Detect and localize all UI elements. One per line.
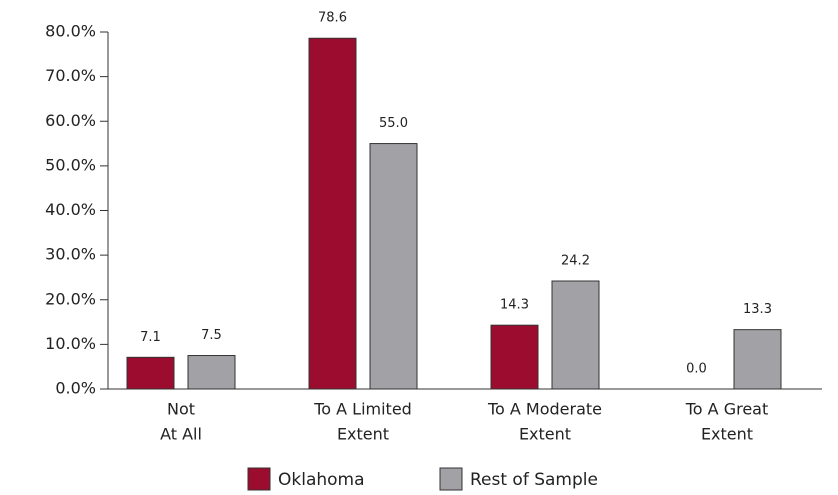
value-label: 55.0 — [379, 116, 408, 131]
bar — [551, 280, 600, 390]
value-label: 0.0 — [686, 362, 707, 377]
x-tick-label: Extent — [519, 425, 571, 444]
legend-swatch — [439, 467, 463, 491]
value-label: 13.3 — [743, 302, 772, 317]
x-tick-label: To A Moderate — [487, 400, 602, 419]
x-tick-label: At All — [160, 425, 202, 444]
x-tick-label: Not — [167, 400, 195, 419]
value-label: 7.1 — [140, 330, 161, 345]
value-label: 78.6 — [318, 11, 347, 26]
legend-label: Oklahoma — [278, 470, 365, 490]
y-tick-label: 10.0% — [45, 334, 96, 353]
legend-swatch — [247, 467, 271, 491]
x-tick-label: To A Limited — [313, 400, 412, 419]
bar — [187, 355, 236, 390]
value-label: 14.3 — [500, 298, 529, 313]
y-tick-label: 30.0% — [45, 245, 96, 264]
bar — [308, 37, 357, 390]
y-tick-label: 80.0% — [45, 22, 96, 41]
y-tick-label: 0.0% — [55, 379, 96, 398]
y-tick-label: 70.0% — [45, 66, 96, 85]
x-tick-label: Extent — [337, 425, 389, 444]
bar — [369, 143, 418, 390]
x-tick-label: To A Great — [685, 400, 769, 419]
bar — [733, 329, 782, 390]
bar — [490, 324, 539, 390]
bar — [126, 356, 175, 390]
value-label: 7.5 — [201, 328, 222, 343]
legend-label: Rest of Sample — [470, 470, 598, 490]
y-tick-label: 50.0% — [45, 155, 96, 174]
y-tick-label: 20.0% — [45, 289, 96, 308]
y-tick-label: 40.0% — [45, 200, 96, 219]
x-tick-label: Extent — [701, 425, 753, 444]
y-tick-label: 60.0% — [45, 111, 96, 130]
value-label: 24.2 — [561, 254, 590, 269]
